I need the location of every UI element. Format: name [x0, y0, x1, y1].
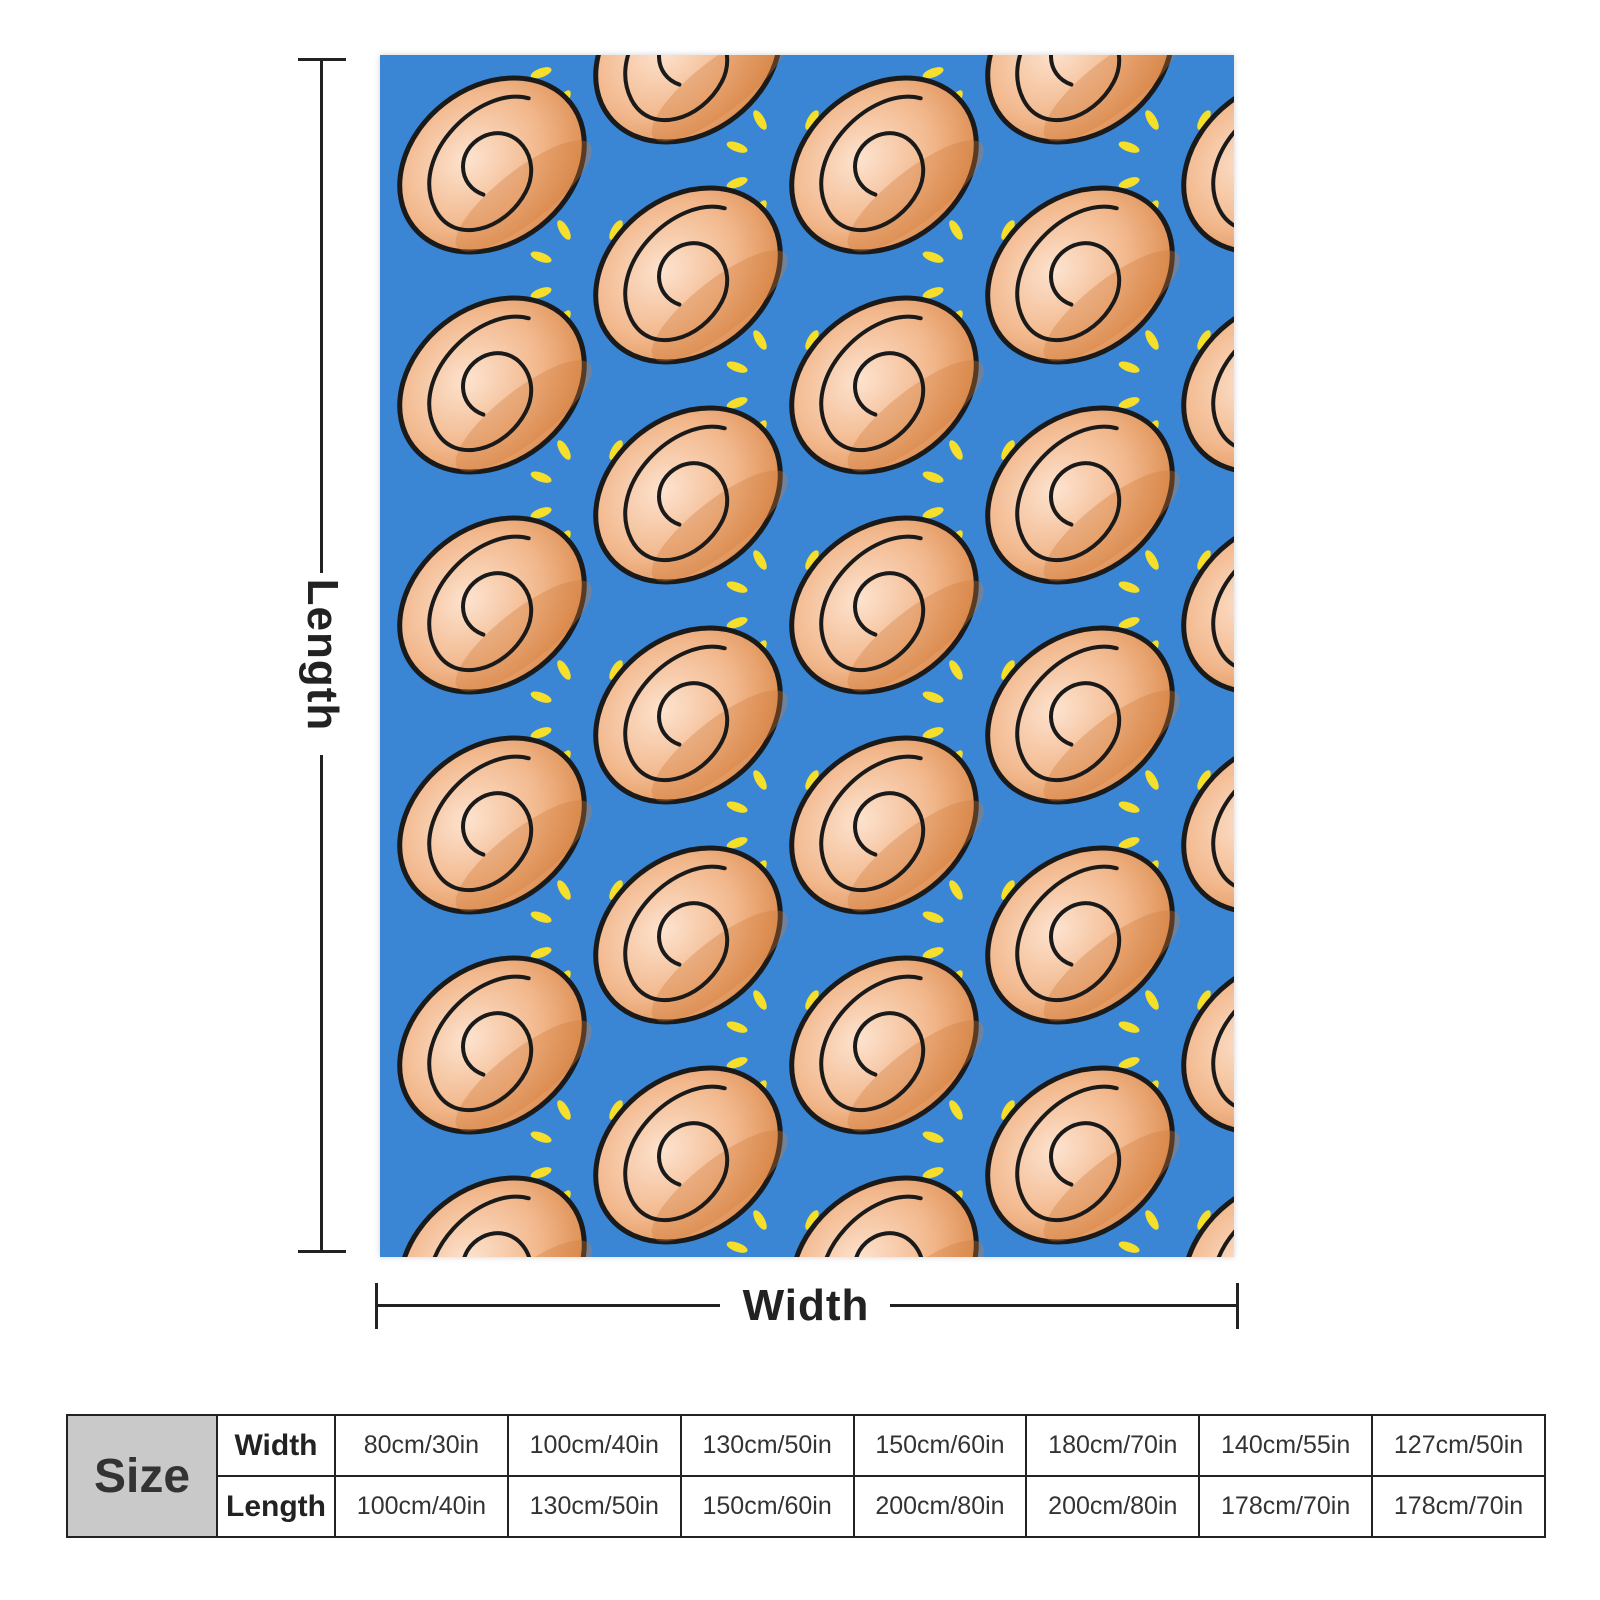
- cinnamon-roll: [985, 405, 1180, 585]
- table-row-width: Size Width 80cm/30in 100cm/40in 130cm/50…: [66, 1414, 1546, 1538]
- length-bottom-cap: [298, 1250, 346, 1253]
- cinnamon-roll: [1181, 295, 1234, 475]
- cinnamon-roll-pattern: [380, 55, 1234, 1257]
- cinnamon-roll: [789, 295, 984, 475]
- cinnamon-roll: [1181, 735, 1234, 915]
- width-right-cap: [1236, 1283, 1239, 1329]
- cinnamon-roll: [397, 735, 592, 915]
- table-cell: 178cm/70in: [1198, 1475, 1374, 1538]
- cinnamon-roll: [593, 625, 788, 805]
- cinnamon-roll: [593, 1065, 788, 1245]
- table-cell: 80cm/30in: [334, 1414, 509, 1477]
- cinnamon-roll: [397, 1175, 592, 1257]
- cinnamon-roll: [789, 1175, 984, 1257]
- table-cell: 180cm/70in: [1025, 1414, 1201, 1477]
- cinnamon-roll: [397, 295, 592, 475]
- cinnamon-roll: [1181, 1175, 1234, 1257]
- width-line-left: [375, 1304, 720, 1307]
- length-line-top: [320, 58, 323, 573]
- cinnamon-roll: [593, 845, 788, 1025]
- cinnamon-roll: [397, 75, 592, 255]
- cinnamon-roll: [593, 185, 788, 365]
- blanket-image: [380, 55, 1234, 1257]
- length-line-bottom: [320, 755, 323, 1251]
- width-row-label: Width: [216, 1414, 336, 1477]
- table-cell: 127cm/50in: [1371, 1414, 1546, 1477]
- cinnamon-roll: [789, 515, 984, 695]
- table-cell: 140cm/55in: [1198, 1414, 1374, 1477]
- table-cell: 100cm/40in: [334, 1475, 509, 1538]
- size-header: Size: [66, 1414, 218, 1538]
- cinnamon-roll: [789, 735, 984, 915]
- cinnamon-roll: [1181, 515, 1234, 695]
- width-line-right: [890, 1304, 1238, 1307]
- length-row-label: Length: [216, 1475, 336, 1538]
- table-cell: 130cm/50in: [506, 1475, 682, 1538]
- cinnamon-roll: [593, 405, 788, 585]
- width-label: Width: [742, 1281, 870, 1330]
- cinnamon-roll: [1181, 75, 1234, 255]
- cinnamon-roll: [985, 625, 1180, 805]
- cinnamon-roll: [985, 55, 1180, 145]
- cinnamon-roll: [789, 955, 984, 1135]
- cinnamon-roll: [593, 55, 788, 145]
- table-cell: 150cm/60in: [679, 1475, 855, 1538]
- cinnamon-roll: [397, 955, 592, 1135]
- table-cell: 150cm/60in: [852, 1414, 1028, 1477]
- length-label: Length: [298, 578, 347, 732]
- table-cell: 130cm/50in: [679, 1414, 855, 1477]
- table-cell: 200cm/80in: [852, 1475, 1028, 1538]
- cinnamon-roll: [397, 515, 592, 695]
- table-row-length: Length 100cm/40in 130cm/50in 150cm/60in …: [67, 1475, 1546, 1538]
- size-table: Size Width 80cm/30in 100cm/40in 130cm/50…: [66, 1414, 1546, 1538]
- table-cell: 200cm/80in: [1025, 1475, 1201, 1538]
- table-cell: 178cm/70in: [1371, 1475, 1546, 1538]
- cinnamon-roll: [789, 75, 984, 255]
- cinnamon-roll: [985, 185, 1180, 365]
- cinnamon-roll: [985, 1065, 1180, 1245]
- cinnamon-roll: [1181, 955, 1234, 1135]
- table-cell: 100cm/40in: [506, 1414, 682, 1477]
- cinnamon-roll: [985, 845, 1180, 1025]
